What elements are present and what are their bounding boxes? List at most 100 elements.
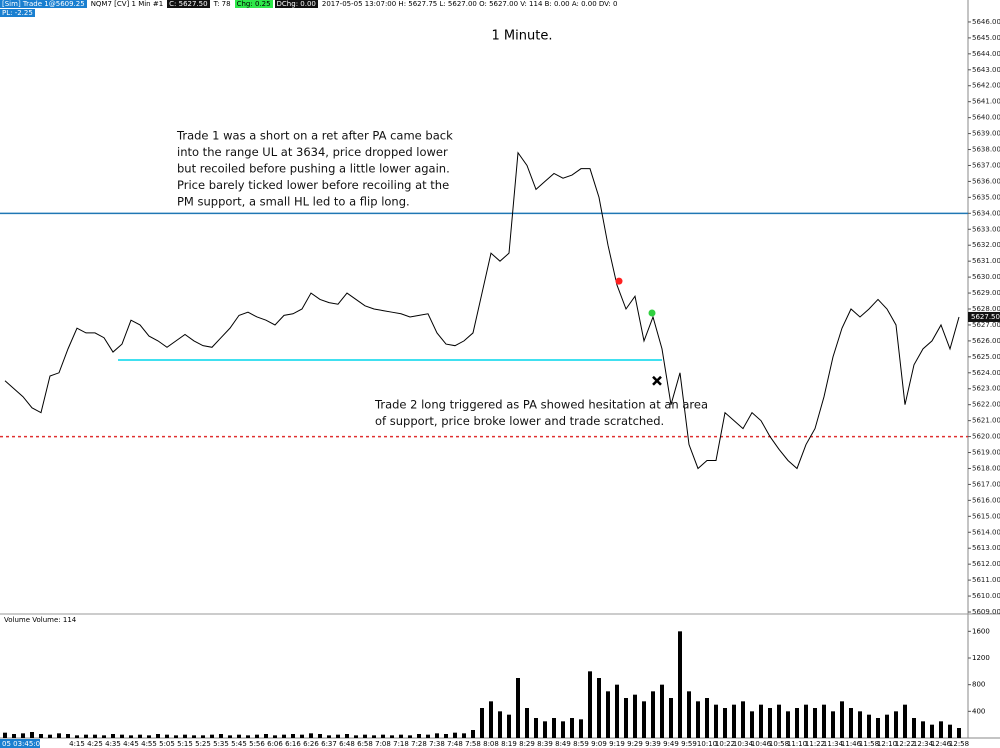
volume-bar — [642, 701, 646, 738]
annotation: PM support, a small HL led to a flip lon… — [177, 195, 410, 209]
volume-bar — [669, 698, 673, 738]
volume-bar — [930, 724, 934, 738]
price-axis-bg — [968, 0, 1000, 748]
x-tick-label: 7:58 — [465, 740, 481, 748]
volume-bar — [156, 734, 160, 738]
volume-bar — [426, 734, 430, 738]
y-tick-label: 5645.00 — [972, 34, 1000, 42]
price-line — [4, 151, 960, 470]
volume-bar — [822, 704, 826, 738]
x-tick-label: 4:55 — [141, 740, 157, 748]
volume-bar — [534, 718, 538, 738]
header-item: DChg: 0.00 — [274, 0, 318, 8]
x-tick-label: 4:15 — [69, 740, 85, 748]
y-tick-label: 5622.00 — [972, 401, 1000, 409]
volume-bar — [327, 735, 331, 738]
volume-bar — [237, 734, 241, 738]
volume-bar — [831, 711, 835, 738]
y-tick-label: 5618.00 — [972, 464, 1000, 472]
volume-bar — [264, 734, 268, 738]
header-item: NQM7 [CV] 1 Min #1 — [90, 0, 164, 8]
volume-bar — [129, 735, 133, 738]
volume-bar — [723, 708, 727, 738]
volume-bar — [30, 732, 34, 738]
volume-bar — [777, 704, 781, 738]
x-tick-label: 4:45 — [123, 740, 139, 748]
volume-bar — [597, 678, 601, 738]
x-tick-label: 4:25 — [87, 740, 103, 748]
volume-bar — [678, 631, 682, 738]
volume-bar — [489, 701, 493, 738]
trade-marker — [648, 309, 656, 317]
volume-bar — [12, 734, 16, 738]
volume-bar — [552, 718, 556, 738]
volume-bar — [570, 718, 574, 738]
y-tick-label: 5636.00 — [972, 177, 1000, 185]
panel-title: Volume Volume: 114 — [4, 616, 77, 624]
y-tick-label: 5627.00 — [972, 321, 1000, 329]
x-tick-label: 7:48 — [447, 740, 463, 748]
y-tick-label: 5644.00 — [972, 50, 1000, 58]
volume-bar — [498, 711, 502, 738]
y-tick-label: 5637.00 — [972, 161, 1000, 169]
volume-bar — [417, 734, 421, 738]
y-tick-label: 5629.00 — [972, 289, 1000, 297]
x-tick-label: 5:25 — [195, 740, 211, 748]
x-tick-label: 8:29 — [519, 740, 535, 748]
x-tick-label: 5:15 — [177, 740, 193, 748]
x-tick-label: 9:59 — [681, 740, 697, 748]
volume-bar — [894, 711, 898, 738]
y-tick-label: 5638.00 — [972, 146, 1000, 154]
x-tick-label: 11:34 — [823, 740, 844, 748]
y-tick-label: 800 — [972, 681, 985, 689]
x-tick-label: 12:34 — [913, 740, 934, 748]
trade-marker — [615, 277, 623, 285]
volume-bar — [948, 724, 952, 738]
volume-bar — [462, 733, 466, 738]
volume-bar — [282, 734, 286, 738]
volume-bar — [192, 735, 196, 738]
last-price-box — [968, 311, 1000, 322]
y-tick-label: 5613.00 — [972, 544, 1000, 552]
x-tick-label: 8:08 — [483, 740, 499, 748]
y-tick-label: 5632.00 — [972, 241, 1000, 249]
y-tick-label: 5623.00 — [972, 385, 1000, 393]
header: [Sim] Trade 1@5609.25 NQM7 [CV] 1 Min #1 C… — [0, 0, 621, 18]
x-tick-label: 8:19 — [501, 740, 517, 748]
x-tick-label: 6:26 — [303, 740, 319, 748]
volume-bar — [255, 734, 259, 738]
header-item: C: 5627.50 — [167, 0, 210, 8]
annotation: Trade 1 was a short on a ret after PA ca… — [176, 129, 453, 143]
x-tick-label: 7:18 — [393, 740, 409, 748]
x-tick-label: 7:28 — [411, 740, 427, 748]
volume-bar — [741, 701, 745, 738]
volume-bar — [336, 734, 340, 738]
annotation: Price barely ticked lower before recoili… — [177, 178, 449, 192]
volume-bar — [372, 735, 376, 738]
pl-label: PL: -2.25 — [0, 9, 35, 17]
y-tick-label: 5635.00 — [972, 193, 1000, 201]
x-tick-label: 10:46 — [751, 740, 772, 748]
annotation: Trade 2 long triggered as PA showed hesi… — [374, 398, 708, 412]
volume-bar — [840, 701, 844, 738]
volume-bar — [921, 721, 925, 738]
y-tick-label: 5634.00 — [972, 209, 1000, 217]
last-price-label: 5627.50 — [971, 313, 1000, 321]
x-tick-label: 11:10 — [787, 740, 807, 748]
volume-bar — [408, 735, 412, 738]
volume-bar — [273, 735, 277, 738]
trade-marker — [652, 375, 662, 386]
volume-bar — [390, 735, 394, 738]
volume-bar — [309, 733, 313, 738]
volume-bar — [300, 734, 304, 738]
volume-bar — [615, 684, 619, 738]
volume-bar — [651, 691, 655, 738]
y-tick-label: 5615.00 — [972, 512, 1000, 520]
x-tick-label: 10:58 — [769, 740, 789, 748]
volume-bar — [381, 734, 385, 738]
volume-bar — [453, 732, 457, 738]
volume-bar — [507, 714, 511, 738]
y-tick-label: 5619.00 — [972, 449, 1000, 457]
volume-bar — [138, 734, 142, 738]
